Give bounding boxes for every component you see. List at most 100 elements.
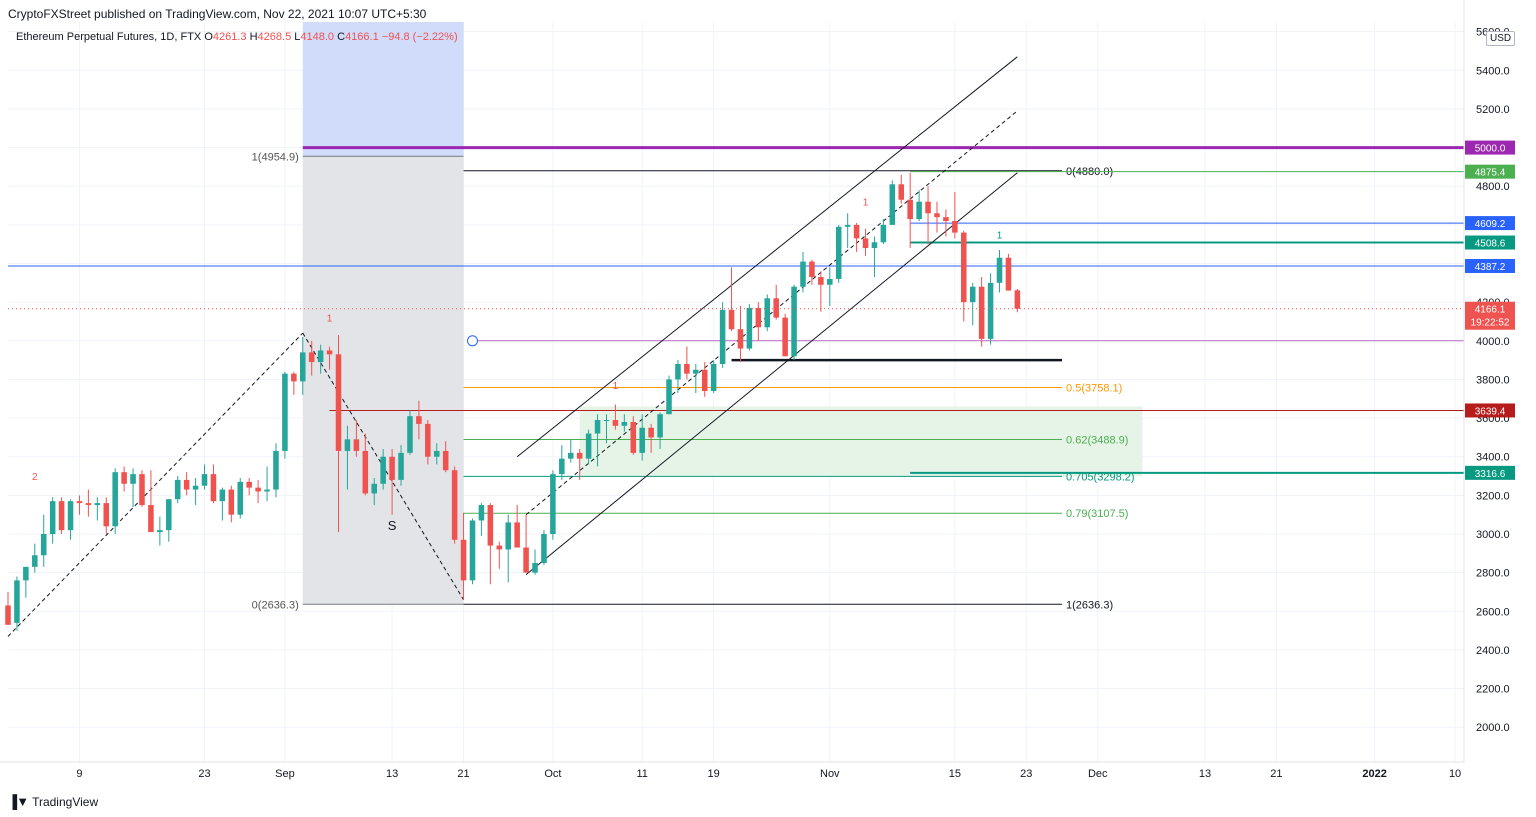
candle-body (166, 499, 172, 531)
price-badge: 4508.6 (1475, 239, 1506, 250)
fib-right-label: 0.705(3298.2) (1066, 471, 1135, 483)
candle-body (621, 421, 628, 426)
candle-body (85, 503, 92, 506)
candle-body (648, 427, 654, 438)
candle-body (1014, 290, 1021, 309)
price-tick-label: 3000.0 (1476, 529, 1510, 541)
brand-name[interactable]: TradingView (32, 794, 99, 809)
candle-body (567, 452, 574, 459)
candle-body (746, 307, 753, 349)
chart-annotation: 2 (32, 472, 38, 483)
candle-body (969, 286, 976, 303)
price-tick-label: 3400.0 (1476, 452, 1510, 464)
close-value: 4166.1 (345, 31, 379, 43)
candle-body (5, 605, 11, 625)
price-badge: 4609.2 (1475, 219, 1506, 230)
price-badge: 3316.6 (1475, 469, 1506, 480)
candle-body (112, 472, 118, 527)
candle-body (246, 481, 252, 488)
candle-body (183, 479, 190, 490)
time-tick-label: Sep (275, 768, 295, 780)
currency-button[interactable]: USD (1486, 31, 1516, 46)
candle-body (407, 416, 413, 453)
candle-body (398, 452, 404, 480)
candle-body (335, 354, 342, 451)
high-label: H (249, 31, 258, 43)
candle-body (862, 238, 869, 249)
chart-annotation: 1 (613, 381, 619, 392)
candle-body (264, 489, 270, 492)
price-badge-bg (1465, 216, 1515, 231)
price-tick-label: 5400.0 (1476, 65, 1510, 77)
time-tick-label: 15 (949, 768, 961, 780)
tradingview-logo-icon[interactable]: ▐▼ (8, 794, 29, 809)
candle-body (916, 201, 922, 220)
candle-body (210, 474, 217, 502)
candle-body (835, 226, 842, 279)
candle-body (121, 472, 127, 484)
candle-body (764, 298, 771, 328)
price-badge-bg (1465, 465, 1515, 480)
last-price-badge: 4166.1 (1475, 305, 1506, 316)
candle-body (103, 503, 110, 527)
candle-body (943, 217, 949, 222)
candle-body (594, 420, 601, 434)
candle-body (353, 439, 360, 451)
price-tick-label: 2000.0 (1476, 722, 1510, 734)
candle-body (961, 232, 967, 303)
price-badge-bg (1465, 235, 1515, 250)
price-badge-bg (1465, 164, 1515, 179)
candle-body (157, 530, 163, 533)
last-price-badge-bg (1465, 301, 1515, 330)
candle-body (371, 483, 378, 494)
price-tick-label: 3200.0 (1476, 490, 1510, 502)
price-badge-bg (1465, 403, 1515, 418)
candle-body (237, 481, 244, 515)
demand-zone (579, 406, 1143, 477)
price-tick-label: 2400.0 (1476, 645, 1510, 657)
publisher-line: CryptoFXStreet published on TradingView.… (8, 7, 427, 21)
fib-right-label: 1(2636.3) (1066, 599, 1113, 611)
chart-annotation: 1 (863, 198, 869, 209)
footer: ▐▼ TradingView (8, 794, 98, 809)
candle-body (228, 489, 235, 515)
time-tick-label: 2022 (1362, 768, 1386, 780)
candle-body (469, 520, 476, 581)
price-badge: 5000.0 (1475, 144, 1506, 155)
fib-right-label: 0.5(3758.1) (1066, 383, 1122, 395)
candle-body (737, 329, 744, 349)
price-badge: 4387.2 (1475, 262, 1506, 273)
fib-zone-blue (302, 22, 464, 157)
price-tick-label: 2800.0 (1476, 568, 1510, 580)
price-tick-label: 3800.0 (1476, 374, 1510, 386)
candle-body (773, 298, 779, 318)
time-tick-label: 21 (1270, 768, 1282, 780)
candle-body (934, 213, 940, 218)
candle-body (130, 474, 136, 484)
time-tick-label: 9 (76, 768, 82, 780)
price-tick-label: 2600.0 (1476, 606, 1510, 618)
candle-body (32, 555, 38, 567)
candle-body (148, 505, 154, 533)
candle-body (425, 423, 431, 457)
candle-body (996, 257, 1003, 283)
chart-annotation: S (388, 518, 397, 533)
candle-body (478, 505, 485, 521)
candle-body (523, 547, 529, 573)
ohlc-legend: Ethereum Perpetual Futures, 1D, FTX O426… (16, 31, 458, 43)
candle-body (639, 427, 645, 453)
time-tick-label: 19 (708, 768, 720, 780)
symbol-name[interactable]: Ethereum Perpetual Futures, 1D, FTX (16, 31, 202, 43)
candle-body (612, 420, 619, 426)
candle-body (40, 534, 47, 556)
candle-body (898, 184, 905, 200)
candle-body (889, 184, 896, 225)
candle-body (809, 261, 815, 278)
low-label: L (294, 31, 301, 43)
candle-body (755, 307, 762, 328)
candle-body (219, 489, 226, 502)
candle-body (433, 450, 440, 457)
fib-left-label: 0(2636.3) (252, 599, 299, 611)
candle-body (576, 452, 583, 459)
